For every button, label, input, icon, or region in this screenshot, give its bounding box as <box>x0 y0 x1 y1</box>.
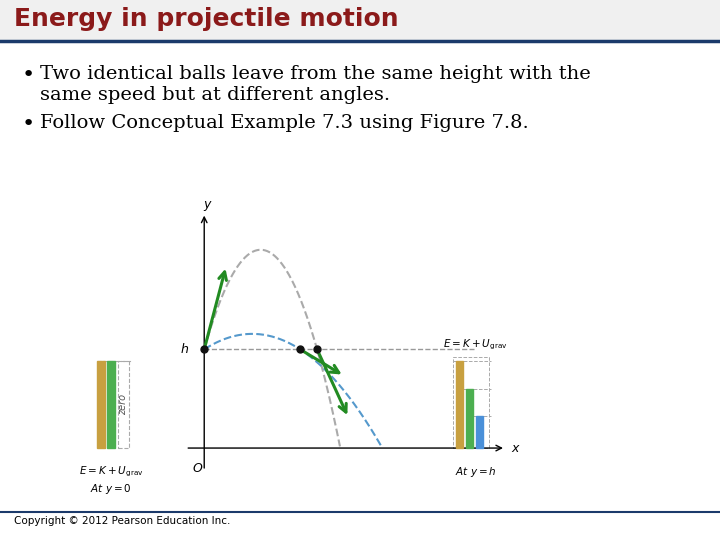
Text: Follow Conceptual Example 7.3 using Figure 7.8.: Follow Conceptual Example 7.3 using Figu… <box>40 114 528 132</box>
Text: $E = K + U_{\mathrm{grav}}$: $E = K + U_{\mathrm{grav}}$ <box>444 338 508 352</box>
Bar <box>97 361 105 448</box>
Text: At $y = h$: At $y = h$ <box>455 465 497 479</box>
Bar <box>456 361 463 448</box>
Text: Copyright © 2012 Pearson Education Inc.: Copyright © 2012 Pearson Education Inc. <box>14 516 230 526</box>
Text: •: • <box>22 65 35 85</box>
Text: $O$: $O$ <box>192 462 204 475</box>
Text: $x$: $x$ <box>511 442 521 455</box>
Text: $y$: $y$ <box>203 199 213 213</box>
Bar <box>117 361 129 448</box>
Text: Energy in projectile motion: Energy in projectile motion <box>14 7 399 31</box>
Bar <box>466 389 473 448</box>
Text: same speed but at different angles.: same speed but at different angles. <box>40 86 390 104</box>
Text: $E = K + U_{\mathrm{grav}}$: $E = K + U_{\mathrm{grav}}$ <box>79 465 143 479</box>
Bar <box>476 416 483 448</box>
Bar <box>453 357 490 448</box>
Text: •: • <box>22 114 35 134</box>
Text: Two identical balls leave from the same height with the: Two identical balls leave from the same … <box>40 65 590 83</box>
Bar <box>0 0 720 40</box>
Bar <box>107 361 115 448</box>
Text: $h$: $h$ <box>179 342 189 356</box>
Text: At $y = 0$: At $y = 0$ <box>90 482 132 496</box>
Text: zero: zero <box>118 394 128 415</box>
